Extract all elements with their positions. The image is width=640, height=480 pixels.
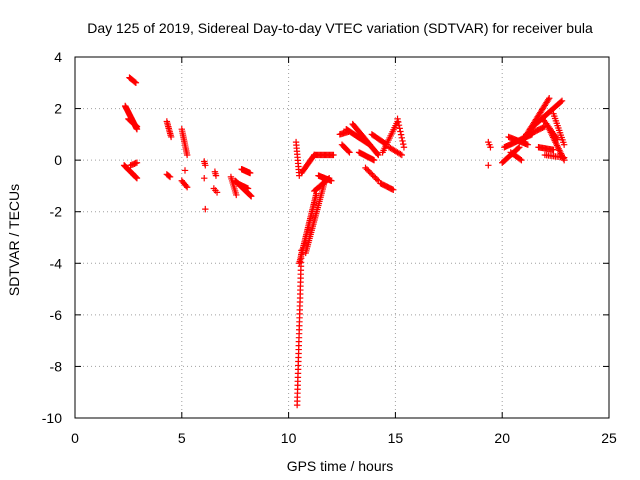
data-point: [363, 166, 371, 173]
data-point: [395, 121, 403, 129]
data-point: [365, 167, 372, 174]
data-point: [244, 185, 252, 192]
data-point: [370, 156, 378, 164]
data-point: [524, 141, 532, 148]
data-point: [398, 151, 406, 159]
data-point: [375, 151, 382, 159]
data-point: [560, 154, 568, 161]
data-point: [233, 191, 240, 199]
y-tick-label: -8: [50, 358, 63, 374]
data-point: [367, 170, 375, 177]
data-point: [396, 125, 403, 132]
x-tick-label: 0: [71, 430, 79, 446]
data-point: [212, 172, 220, 179]
data-point: [557, 98, 565, 106]
data-point: [517, 156, 524, 163]
grid: [75, 57, 609, 418]
data-point: [133, 174, 140, 181]
data-point: [213, 189, 221, 196]
data-point: [246, 169, 254, 177]
data-point: [346, 149, 353, 156]
data-point: [167, 133, 175, 141]
data-points: [120, 74, 568, 409]
data-point: [390, 186, 397, 193]
x-tick-label: 15: [388, 430, 404, 446]
data-point: [400, 140, 407, 148]
y-tick-label: -4: [50, 255, 63, 271]
data-point: [395, 118, 402, 126]
data-point: [400, 144, 408, 151]
data-point: [487, 144, 494, 151]
data-point: [394, 115, 401, 123]
data-point: [328, 177, 335, 184]
x-tick-label: 25: [601, 430, 617, 446]
y-tick-label: 2: [54, 101, 62, 117]
data-point: [201, 174, 208, 182]
data-point: [399, 137, 406, 145]
data-point: [558, 97, 566, 105]
data-point: [202, 162, 209, 169]
data-point: [183, 151, 191, 159]
data-point: [485, 162, 492, 169]
data-point: [397, 131, 405, 138]
data-point: [202, 205, 209, 213]
data-point: [132, 79, 140, 86]
chart-title: Day 125 of 2019, Sidereal Day-to-day VTE…: [87, 20, 593, 36]
data-point: [373, 176, 381, 183]
data-point: [131, 78, 139, 86]
data-point: [166, 173, 174, 181]
y-axis-label: SDTVAR / TECUs: [6, 184, 22, 296]
data-point: [560, 141, 568, 148]
data-point: [397, 128, 404, 135]
x-tick-label: 10: [281, 430, 297, 446]
axis-ticks: 0 5 10 15 20 25 -10 -8 -6 -4 -2 0 2 4: [42, 49, 617, 446]
data-point: [545, 96, 552, 103]
data-point: [398, 134, 406, 141]
data-point: [369, 171, 376, 179]
y-tick-label: -2: [50, 204, 63, 220]
data-point: [370, 173, 378, 180]
data-point: [181, 167, 189, 174]
data-point: [397, 150, 404, 158]
data-point: [165, 172, 173, 180]
data-point: [518, 156, 525, 164]
data-point: [330, 151, 337, 159]
data-point: [374, 150, 381, 158]
data-point: [183, 184, 191, 191]
plot-frame: [74, 56, 610, 419]
data-point: [133, 174, 141, 182]
data-point: [182, 182, 190, 190]
y-tick-label: 4: [54, 49, 62, 65]
data-point: [133, 159, 141, 166]
data-point: [515, 144, 522, 152]
data-point: [133, 123, 141, 130]
data-point: [545, 95, 553, 102]
y-tick-label: -6: [50, 307, 63, 323]
y-tick-label: 0: [54, 152, 62, 168]
data-point: [550, 146, 557, 154]
data-point: [132, 173, 139, 181]
x-tick-label: 5: [178, 430, 186, 446]
data-point: [372, 174, 379, 182]
x-axis-label: GPS time / hours: [287, 458, 394, 474]
x-tick-label: 20: [494, 430, 510, 446]
data-point: [362, 164, 369, 172]
y-tick-label: -10: [42, 410, 62, 426]
data-point: [248, 193, 255, 200]
data-point: [345, 148, 352, 155]
data-point: [516, 144, 523, 151]
data-point: [366, 168, 373, 176]
